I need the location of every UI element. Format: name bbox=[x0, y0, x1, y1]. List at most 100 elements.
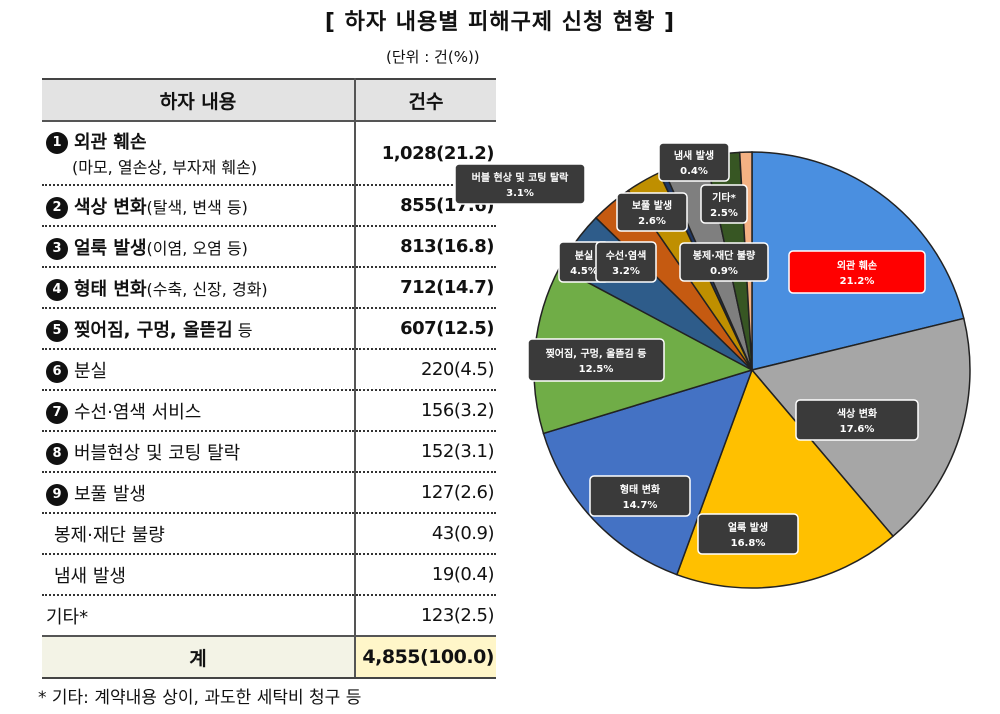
slice-label-text: 봉제·재단 불량 bbox=[693, 249, 756, 262]
table-row: 8 버블현상 및 코팅 탈락 152(3.1) bbox=[42, 431, 496, 473]
slice-label-percent: 16.8% bbox=[731, 538, 766, 549]
slice-label-percent: 12.5% bbox=[579, 364, 614, 375]
defect-name: 형태 변화 bbox=[74, 278, 147, 300]
slice-label-text: 찢어짐, 구멍, 올뜯김 등 bbox=[546, 347, 647, 360]
table-row: 6 분실 220(4.5) bbox=[42, 349, 496, 391]
number-badge-icon: 7 bbox=[46, 401, 68, 424]
count-cell: 152(3.1) bbox=[355, 431, 496, 473]
slice-label-box bbox=[658, 142, 730, 182]
header-defect: 하자 내용 bbox=[42, 78, 356, 122]
defect-detail: (수축, 신장, 경화) bbox=[146, 279, 268, 299]
defect-detail: (이염, 오염 등) bbox=[146, 238, 248, 258]
defect-name: 수선·염색 서비스 bbox=[74, 401, 202, 423]
count-cell: 220(4.5) bbox=[355, 349, 496, 391]
defect-name-cell: 4 형태 변화(수축, 신장, 경화) bbox=[42, 267, 356, 309]
count-cell: 123(2.5) bbox=[355, 595, 496, 637]
defect-name: 봉제·재단 불량 bbox=[54, 524, 165, 546]
slice-label-percent: 17.6% bbox=[840, 424, 875, 435]
defect-detail: (마모, 열손상, 부자재 훼손) bbox=[72, 158, 258, 177]
slice-label-box bbox=[616, 192, 688, 232]
slice-label-percent: 3.1% bbox=[506, 188, 534, 199]
slice-label-text: 얼룩 발생 bbox=[728, 521, 768, 534]
defect-name-cell: 1 외관 훼손 (마모, 열손상, 부자재 훼손) bbox=[42, 121, 356, 186]
table-row: 냄새 발생 19(0.4) bbox=[42, 554, 496, 596]
slice-label-text: 형태 변화 bbox=[620, 483, 661, 496]
defect-name: 기타* bbox=[46, 606, 89, 628]
slice-label-percent: 21.2% bbox=[840, 276, 875, 287]
table-row: 7 수선·염색 서비스 156(3.2) bbox=[42, 390, 496, 432]
defect-name-cell: 2 색상 변화(탈색, 변색 등) bbox=[42, 185, 356, 227]
number-badge-icon: 8 bbox=[46, 442, 68, 465]
number-badge-icon: 3 bbox=[46, 237, 68, 260]
slice-label-percent: 2.5% bbox=[710, 208, 738, 219]
defect-name-cell: 봉제·재단 불량 bbox=[42, 513, 356, 555]
table-row: 9 보풀 발생 127(2.6) bbox=[42, 472, 496, 514]
defect-name: 얼룩 발생 bbox=[74, 237, 147, 259]
number-badge-icon: 6 bbox=[46, 360, 68, 383]
slice-label-box bbox=[697, 513, 799, 555]
number-badge-icon: 1 bbox=[46, 132, 68, 154]
slice-label-percent: 0.9% bbox=[710, 266, 738, 277]
slice-label-text: 버블 현상 및 코팅 탈락 bbox=[472, 171, 570, 184]
defect-name: 찢어짐, 구멍, 올뜯김 bbox=[74, 319, 233, 341]
defect-table: 하자 내용 건수 1 외관 훼손 (마모, 열손상, 부자재 훼손) 1,028(21… bbox=[42, 78, 496, 679]
total-row: 계 4,855(100.0) bbox=[42, 635, 496, 679]
slice-label: 기타* 2.5% bbox=[700, 184, 748, 224]
chart-title: [ 하자 내용별 피해구제 신청 현황 ] bbox=[324, 10, 676, 35]
defect-name-cell: 6 분실 bbox=[42, 349, 356, 391]
defect-name-cell: 8 버블현상 및 코팅 탈락 bbox=[42, 431, 356, 473]
total-label: 계 bbox=[42, 635, 356, 679]
table-row: 3 얼룩 발생(이염, 오염 등) 813(16.8) bbox=[42, 226, 496, 268]
table-row: 1 외관 훼손 (마모, 열손상, 부자재 훼손) 1,028(21.2) bbox=[42, 121, 496, 186]
number-badge-icon: 9 bbox=[46, 483, 68, 506]
count-cell: 607(12.5) bbox=[355, 308, 496, 350]
slice-label-box bbox=[454, 163, 586, 205]
slice-label: 찢어짐, 구멍, 올뜯김 등 12.5% bbox=[527, 338, 665, 382]
slice-label-text: 냄새 발생 bbox=[674, 149, 714, 162]
slice-label-text: 색상 변화 bbox=[837, 407, 878, 420]
defect-detail: 등 bbox=[232, 320, 253, 340]
table-row: 4 형태 변화(수축, 신장, 경화) 712(14.7) bbox=[42, 267, 496, 309]
defect-name: 분실 bbox=[74, 360, 108, 382]
slice-label: 버블 현상 및 코팅 탈락 3.1% bbox=[454, 163, 586, 205]
total-value: 4,855(100.0) bbox=[355, 635, 496, 679]
slice-label-box bbox=[527, 338, 665, 382]
slice-label: 얼룩 발생 16.8% bbox=[697, 513, 799, 555]
defect-name-cell: 9 보풀 발생 bbox=[42, 472, 356, 514]
slice-label: 형태 변화 14.7% bbox=[589, 475, 691, 517]
number-badge-icon: 5 bbox=[46, 319, 68, 342]
header-count: 건수 bbox=[355, 78, 496, 122]
slice-label: 봉제·재단 불량 0.9% bbox=[679, 242, 769, 282]
defect-name-cell: 7 수선·염색 서비스 bbox=[42, 390, 356, 432]
defect-name-cell: 5 찢어짐, 구멍, 올뜯김 등 bbox=[42, 308, 356, 350]
slice-label-box bbox=[788, 250, 926, 294]
slice-label: 냄새 발생 0.4% bbox=[658, 142, 730, 182]
slice-label-text: 분실 bbox=[575, 249, 593, 262]
slice-label-percent: 2.6% bbox=[638, 216, 666, 227]
slice-label: 외관 훼손 21.2% bbox=[788, 250, 926, 294]
count-cell: 855(17.6) bbox=[355, 185, 496, 227]
slice-label-percent: 0.4% bbox=[680, 166, 708, 177]
defect-name-cell: 기타* bbox=[42, 595, 356, 637]
slice-label-text: 기타* bbox=[712, 191, 736, 204]
slice-label-text: 외관 훼손 bbox=[837, 259, 877, 272]
table-row: 기타* 123(2.5) bbox=[42, 595, 496, 637]
slice-label: 수선·염색 3.2% bbox=[595, 241, 657, 283]
slice-label: 색상 변화 17.6% bbox=[795, 399, 919, 441]
slice-label-box bbox=[679, 242, 769, 282]
defect-detail: (탈색, 변색 등) bbox=[146, 197, 248, 217]
count-cell: 156(3.2) bbox=[355, 390, 496, 432]
count-cell: 813(16.8) bbox=[355, 226, 496, 268]
slice-label-box bbox=[589, 475, 691, 517]
number-badge-icon: 2 bbox=[46, 196, 68, 219]
defect-name: 외관 훼손 bbox=[74, 132, 147, 153]
defect-name: 버블현상 및 코팅 탈락 bbox=[74, 442, 241, 464]
defect-name-cell: 3 얼룩 발생(이염, 오염 등) bbox=[42, 226, 356, 268]
count-cell: 43(0.9) bbox=[355, 513, 496, 555]
defect-name: 색상 변화 bbox=[74, 196, 147, 218]
defect-name-cell: 냄새 발생 bbox=[42, 554, 356, 596]
table-row: 2 색상 변화(탈색, 변색 등) 855(17.6) bbox=[42, 185, 496, 227]
count-cell: 127(2.6) bbox=[355, 472, 496, 514]
slice-label-percent: 14.7% bbox=[623, 500, 658, 511]
